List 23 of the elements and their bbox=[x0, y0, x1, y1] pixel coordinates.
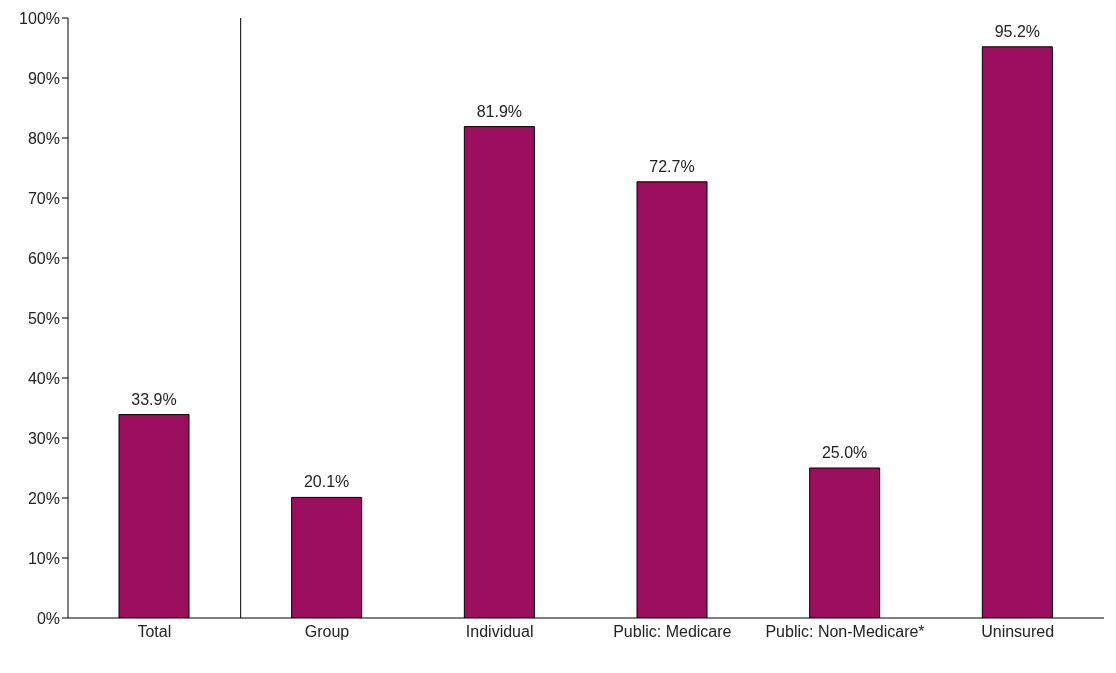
data-label: 25.0% bbox=[821, 444, 868, 461]
y-tick-label: 30% bbox=[27, 429, 60, 447]
y-tick-label: 90% bbox=[27, 69, 60, 87]
data-label: 20.1% bbox=[303, 473, 350, 491]
y-tick-label: 80% bbox=[27, 129, 60, 147]
data-label: 95.2% bbox=[994, 22, 1041, 40]
y-tick-label: 40% bbox=[27, 369, 60, 387]
data-label: 72.7% bbox=[649, 157, 695, 175]
x-tick-label: Individual bbox=[465, 623, 534, 641]
y-tick-label: 70% bbox=[27, 189, 60, 207]
y-tick-label: 50% bbox=[27, 309, 60, 327]
x-tick-label: Public: Non-Medicare* bbox=[765, 623, 925, 641]
y-tick-label: 0% bbox=[36, 609, 60, 627]
y-tick-label: 20% bbox=[27, 489, 60, 507]
y-tick-label: 10% bbox=[27, 549, 60, 567]
x-tick-label: Total bbox=[137, 623, 172, 641]
y-tick-label: 100% bbox=[19, 9, 60, 27]
x-tick-label: Uninsured bbox=[981, 623, 1055, 641]
data-label: 81.9% bbox=[476, 102, 523, 120]
data-label: 33.9% bbox=[131, 390, 177, 408]
x-tick-label: Group bbox=[304, 623, 350, 641]
x-tick-label: Public: Medicare bbox=[613, 623, 732, 641]
y-tick-label: 60% bbox=[27, 249, 60, 267]
